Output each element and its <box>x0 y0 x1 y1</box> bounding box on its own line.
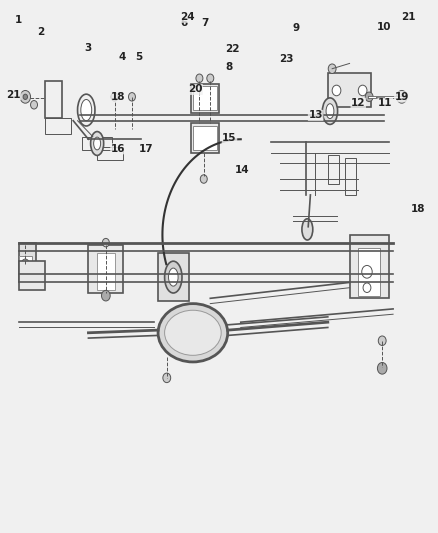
Bar <box>97 147 123 160</box>
Circle shape <box>163 373 171 383</box>
Text: 15: 15 <box>222 133 237 143</box>
Circle shape <box>111 93 118 101</box>
Text: 9: 9 <box>293 23 300 33</box>
Bar <box>19 243 36 282</box>
Circle shape <box>332 85 341 96</box>
Ellipse shape <box>158 304 228 362</box>
Text: 19: 19 <box>395 92 409 102</box>
Text: 3: 3 <box>85 43 92 53</box>
Text: 18: 18 <box>411 204 426 214</box>
Text: 12: 12 <box>351 98 366 108</box>
Bar <box>97 253 115 290</box>
Text: 24: 24 <box>180 12 195 22</box>
Circle shape <box>31 101 38 109</box>
Text: 2: 2 <box>37 27 44 37</box>
Text: 18: 18 <box>111 92 125 102</box>
Text: 8: 8 <box>226 62 233 72</box>
Ellipse shape <box>91 132 104 156</box>
Circle shape <box>362 265 372 278</box>
Text: 17: 17 <box>138 144 153 154</box>
Circle shape <box>196 74 203 83</box>
Text: 1: 1 <box>15 15 22 25</box>
Text: 23: 23 <box>279 54 293 63</box>
Bar <box>45 81 62 118</box>
Bar <box>191 84 219 113</box>
Text: 14: 14 <box>235 165 250 175</box>
Text: 13: 13 <box>308 110 323 120</box>
Circle shape <box>200 175 207 183</box>
Circle shape <box>31 268 38 276</box>
Ellipse shape <box>94 137 101 150</box>
Bar <box>193 126 217 150</box>
Bar <box>328 155 339 184</box>
Circle shape <box>378 336 386 345</box>
Text: 21: 21 <box>6 90 21 100</box>
Circle shape <box>363 283 371 293</box>
Bar <box>82 136 113 150</box>
Circle shape <box>207 74 214 83</box>
Circle shape <box>21 259 29 269</box>
Circle shape <box>128 93 135 101</box>
Bar <box>358 248 380 296</box>
Bar <box>350 235 389 298</box>
Text: 16: 16 <box>111 144 125 154</box>
Text: 20: 20 <box>188 84 202 94</box>
Circle shape <box>328 64 336 74</box>
Circle shape <box>378 362 387 374</box>
Ellipse shape <box>165 310 221 356</box>
Circle shape <box>23 94 28 100</box>
Text: 5: 5 <box>135 52 142 61</box>
Bar <box>19 256 32 272</box>
Circle shape <box>102 238 110 247</box>
Circle shape <box>102 290 110 301</box>
Circle shape <box>358 85 367 96</box>
Text: 11: 11 <box>378 98 392 108</box>
Bar <box>191 123 219 152</box>
Bar <box>193 86 217 110</box>
Text: 4: 4 <box>119 52 126 61</box>
Ellipse shape <box>165 261 182 293</box>
Ellipse shape <box>302 219 313 240</box>
Bar <box>345 158 356 195</box>
Circle shape <box>20 91 31 103</box>
Circle shape <box>365 92 373 102</box>
Bar <box>19 261 45 290</box>
Text: 6: 6 <box>180 18 188 28</box>
Ellipse shape <box>169 268 178 286</box>
Bar <box>88 245 123 293</box>
Bar <box>45 118 71 134</box>
Circle shape <box>396 91 407 103</box>
Text: 7: 7 <box>201 18 209 28</box>
Bar <box>328 73 371 108</box>
Bar <box>158 253 188 301</box>
Text: 21: 21 <box>401 12 416 22</box>
Ellipse shape <box>322 98 338 124</box>
Ellipse shape <box>81 100 92 120</box>
Text: 22: 22 <box>225 44 239 54</box>
Ellipse shape <box>326 104 334 118</box>
Text: 10: 10 <box>377 22 392 32</box>
